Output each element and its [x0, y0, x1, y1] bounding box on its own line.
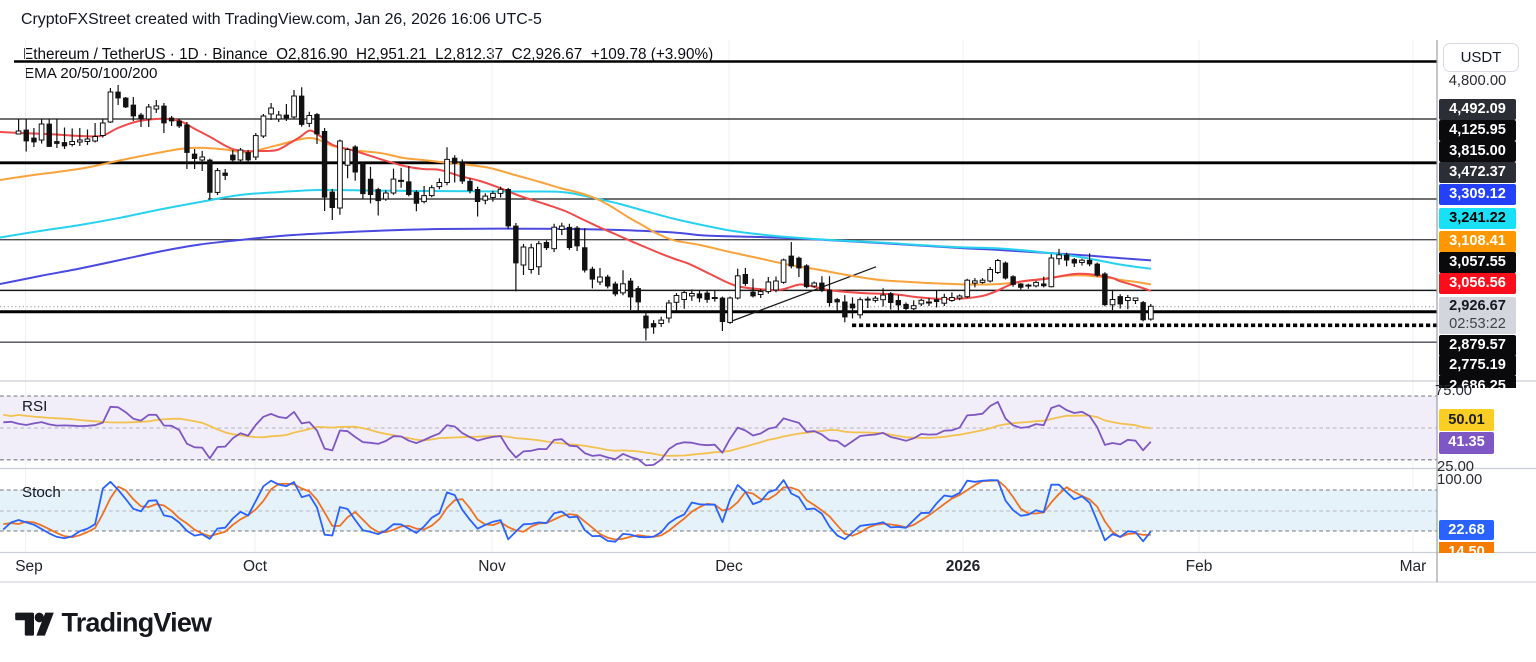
- svg-text:TradingView: TradingView: [62, 608, 214, 638]
